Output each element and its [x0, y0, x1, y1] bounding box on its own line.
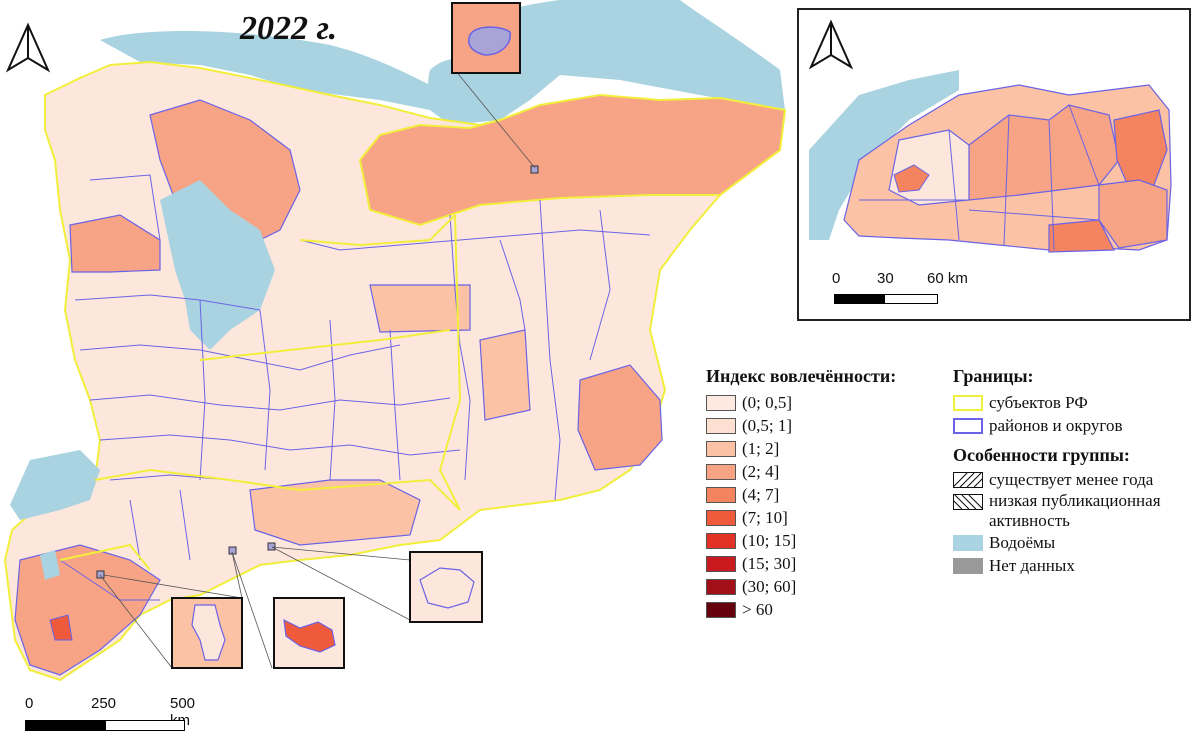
- main-map: [3, 0, 787, 682]
- water-north-sea: [100, 0, 785, 125]
- scale-bar-white: [105, 720, 185, 731]
- legend-class-swatch: [706, 394, 736, 411]
- legend-class-swatch: [706, 440, 736, 457]
- legend-class-swatch: [706, 509, 736, 526]
- legend-low-pub: низкая публикационная активность: [953, 491, 1193, 531]
- water-lake2: [40, 550, 60, 580]
- region-south-hot: [49, 614, 73, 641]
- legend-index: Индекс вовлечённости: (0; 0,5] (0,5; 1] (1…: [706, 366, 936, 621]
- legend-class-9: > 60: [706, 598, 936, 621]
- inset-south-3: [409, 551, 483, 623]
- region-east: [577, 364, 663, 471]
- legend-class-6: (10; 15]: [706, 529, 936, 552]
- legend-nodata: Нет данных: [953, 554, 1193, 577]
- legend-class-swatch: [706, 486, 736, 503]
- less-year-label: существует менее года: [989, 469, 1154, 489]
- legend-index-items: (0; 0,5] (0,5; 1] (1; 2] (2; 4] (4; 7] (7; 10…: [706, 391, 936, 621]
- region-mid: [369, 284, 471, 333]
- subject-border-label: субъектов РФ: [989, 392, 1088, 412]
- legend-class-swatch: [706, 532, 736, 549]
- scale-bar-black: [25, 720, 107, 731]
- inset-small-hot: [893, 164, 930, 193]
- inset-scale-black: [834, 294, 886, 304]
- legend-features-title: Особенности группы:: [953, 445, 1130, 465]
- legend-class-label: (0; 0,5]: [742, 392, 793, 412]
- region-west: [69, 214, 161, 273]
- inset-leaders: [99, 69, 536, 669]
- legend-water: Водоёмы: [953, 531, 1193, 554]
- legend-class-5: (7; 10]: [706, 506, 936, 529]
- map-year-title: 2022 г.: [240, 10, 338, 47]
- inset-map-frame: 0 30 60 km: [797, 8, 1191, 321]
- legend-class-1: (0,5; 1]: [706, 414, 936, 437]
- inset-scale-tick-0: 0: [832, 270, 841, 287]
- hatch-back-swatch: [953, 494, 983, 510]
- legend-class-4: (4; 7]: [706, 483, 936, 506]
- inset-map: [808, 19, 1172, 253]
- water-lake: [10, 450, 100, 520]
- inset-south-1: [171, 597, 243, 669]
- legend-class-7: (15; 30]: [706, 552, 936, 575]
- scale-tick-1: 250: [91, 695, 117, 712]
- water-label: Водоёмы: [989, 532, 1056, 552]
- inset-water: [809, 70, 959, 240]
- legend-subject-border: субъектов РФ: [953, 391, 1193, 414]
- scale-tick-0: 0: [25, 695, 34, 712]
- legend-less-year: существует менее года: [953, 468, 1193, 491]
- region-south1: [249, 479, 421, 546]
- district-border-swatch: [953, 417, 983, 434]
- legend-bounds-title: Границы:: [953, 366, 1034, 386]
- low-pub-label-1: низкая публикационная: [989, 491, 1161, 510]
- legend-class-8: (30; 60]: [706, 575, 936, 598]
- subject-border-swatch: [953, 394, 983, 411]
- legend-district-border: районов и округов: [953, 414, 1193, 437]
- subject-boundaries: [59, 214, 462, 571]
- water-swatch: [953, 534, 983, 551]
- inset-south-region: [1048, 219, 1115, 253]
- nodata-swatch: [953, 557, 983, 574]
- hatch-forward-swatch: [953, 471, 983, 488]
- nodata-label: Нет данных: [989, 555, 1075, 575]
- inset-scale-tick-1: 30: [877, 270, 894, 287]
- legend-class-label: (10; 15]: [742, 530, 797, 550]
- legend-class-label: (1; 2]: [742, 438, 780, 458]
- low-pub-label-2: активность: [989, 511, 1070, 530]
- legend-class-swatch: [706, 601, 736, 618]
- legend-class-swatch: [706, 555, 736, 572]
- main-scale-bar: 0 250 500 km: [25, 695, 195, 740]
- inset-north: [451, 2, 521, 74]
- legend-index-title: Индекс вовлечённости:: [706, 366, 897, 386]
- north-arrow-icon: [5, 22, 51, 73]
- legend-class-label: > 60: [742, 599, 773, 619]
- legend-class-3: (2; 4]: [706, 460, 936, 483]
- legend-class-0: (0; 0,5]: [706, 391, 936, 414]
- region-north-east: [358, 93, 787, 227]
- legend-class-label: (0,5; 1]: [742, 415, 793, 435]
- legend-class-label: (7; 10]: [742, 507, 788, 527]
- district-boundaries: [59, 174, 651, 601]
- inset-south-2: [273, 597, 345, 669]
- inset-districts: [859, 104, 1100, 251]
- legend-class-label: (2; 4]: [742, 461, 780, 481]
- legend-class-label: (30; 60]: [742, 576, 797, 596]
- inset-north-arrow-icon: [808, 19, 854, 70]
- inset-mid-region: [888, 129, 970, 206]
- inset-scale-tick-2: 60 km: [927, 270, 968, 287]
- legend-class-label: (4; 7]: [742, 484, 780, 504]
- district-border-label: районов и округов: [989, 415, 1123, 435]
- legend-class-swatch: [706, 463, 736, 480]
- legend-class-swatch: [706, 578, 736, 595]
- legend-class-swatch: [706, 417, 736, 434]
- legend-bounds: Границы: субъектов РФ районов и округов …: [953, 366, 1193, 577]
- region-mid2: [479, 329, 531, 421]
- legend-class-label: (15; 30]: [742, 553, 797, 573]
- legend-class-2: (1; 2]: [706, 437, 936, 460]
- inset-scale-white: [884, 294, 938, 304]
